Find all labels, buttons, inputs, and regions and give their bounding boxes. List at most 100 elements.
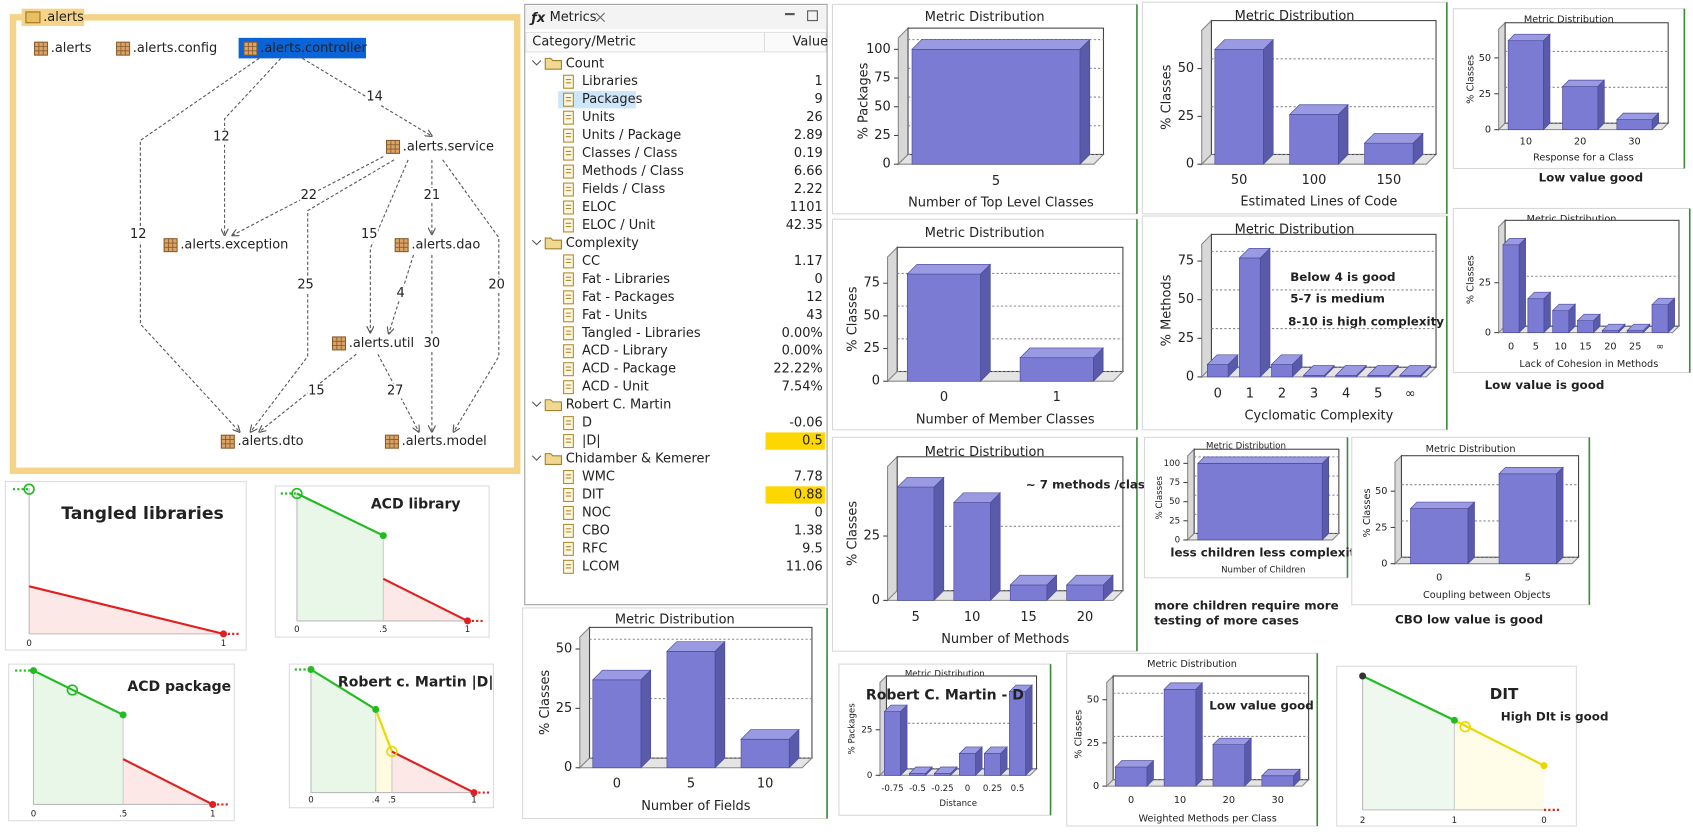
annotation: Low value good [1209,699,1313,713]
tree-expander [531,239,542,246]
metric-icon-lines [565,186,572,192]
bar-top [1214,39,1274,50]
x-tick-label: 20 [1223,795,1235,806]
bar-side [1420,364,1431,378]
metric-name: Methods / Class [582,164,684,179]
bar-side [1597,79,1605,131]
metric-value: 0 [815,272,823,287]
metric-value: 7.78 [794,470,823,485]
bar-side [1543,33,1551,131]
metric-icon [563,362,574,377]
edge-label: 30 [424,336,440,351]
chart-title: Metric Distribution [1235,223,1355,238]
y-tick-label: 50 [874,99,890,114]
x-tick-label: 30 [1628,137,1640,148]
edge-label-bg [300,187,318,204]
y-tick-label: 0 [1381,559,1387,570]
bar-side [1324,364,1335,378]
chart-left-wall [1394,454,1403,565]
x-tick-label: 3 [1310,387,1318,402]
edge-label: 27 [387,383,403,398]
package-icon-grid [244,42,257,56]
bar [1009,691,1026,776]
x-tick-label: 30 [1272,795,1284,806]
bar-top [1019,347,1104,359]
metric-icon-lines [565,366,572,371]
metric-value: 43 [806,308,822,323]
bar-top [1561,79,1606,87]
diagram-node: .alerts.dto [238,434,304,449]
package-icon [385,139,401,154]
metric-selected [558,91,636,109]
bar-side [714,640,726,769]
x-axis-label: Cyclomatic Complexity [1244,408,1393,423]
metric-name: CBO [582,523,610,538]
threshold-point [379,532,387,540]
metric-value: 1101 [790,200,823,215]
x-tick-label: ∞ [1405,387,1416,402]
metric-icon-lines [565,132,572,138]
y-tick-label: 25 [861,725,872,735]
package-icon [163,238,178,253]
minimize-button[interactable] [784,13,795,16]
chart-left-wall [1187,447,1195,542]
metric-name: CC [582,254,600,269]
bar [1239,257,1261,378]
bar [1289,114,1339,165]
bar-side [980,263,991,382]
tree-expander [531,401,542,407]
metric-icon [563,110,574,125]
chart-left-wall [1201,233,1212,379]
threshold-line [310,668,377,711]
y-axis-label: % Classes [1466,255,1477,304]
maximize-button[interactable] [807,10,818,22]
threshold-tick-label: 2 [1360,816,1366,826]
chart-left-wall [886,455,898,602]
x-tick-label: 0 [1128,795,1134,806]
chart-title: Metric Distribution [615,612,735,627]
threshold-point [1540,762,1548,770]
x-tick-label: 5 [1374,387,1382,402]
bar [1212,744,1246,787]
metric-name: WMC [582,470,615,485]
y-tick-label: 50 [864,308,880,323]
threshold-tick-label: 0 [26,639,32,649]
bar-side [1543,291,1551,334]
bar [1271,364,1293,378]
metric-icon-lines [565,168,572,174]
threshold-line [382,577,469,622]
threshold-title: ACD library [371,496,461,512]
y-axis-label: % Packages [856,62,871,139]
bar-side [1667,297,1675,334]
bar [984,753,1001,776]
bar [1261,775,1294,787]
metric-icon-lines [565,79,572,84]
bar [1651,304,1669,333]
bar-side [1338,103,1349,165]
package-icon [116,41,131,56]
metric-icon [563,200,574,215]
metric-icon-lines [565,564,572,569]
y-tick-label: 25 [1479,278,1491,289]
threshold-line [1362,675,1455,722]
x-tick-label: 0.25 [983,784,1002,794]
y-axis-label: % Classes [845,501,860,566]
metric-icon-lines [565,492,572,497]
diagram-frame [9,14,521,475]
y-axis-label: % Classes [1160,64,1175,129]
y-tick-label: 0 [1186,369,1194,384]
chart-title: Metric Distribution [1235,9,1355,24]
bar-side [1568,303,1576,334]
bar-side [1642,323,1651,334]
x-tick-label: 0 [1436,573,1442,584]
folder-icon [544,237,562,250]
metric-group: Robert C. Martin [566,398,672,413]
x-axis-label: Estimated Lines of Code [1240,194,1397,209]
threshold-point [209,800,217,808]
metric-name: ACD - Library [582,344,668,359]
threshold-title: ACD package [127,679,231,695]
x-axis-label: Number of Top Level Classes [908,196,1094,211]
threshold-tick-label: 0 [308,796,314,806]
y-tick-label: 25 [1178,331,1194,346]
